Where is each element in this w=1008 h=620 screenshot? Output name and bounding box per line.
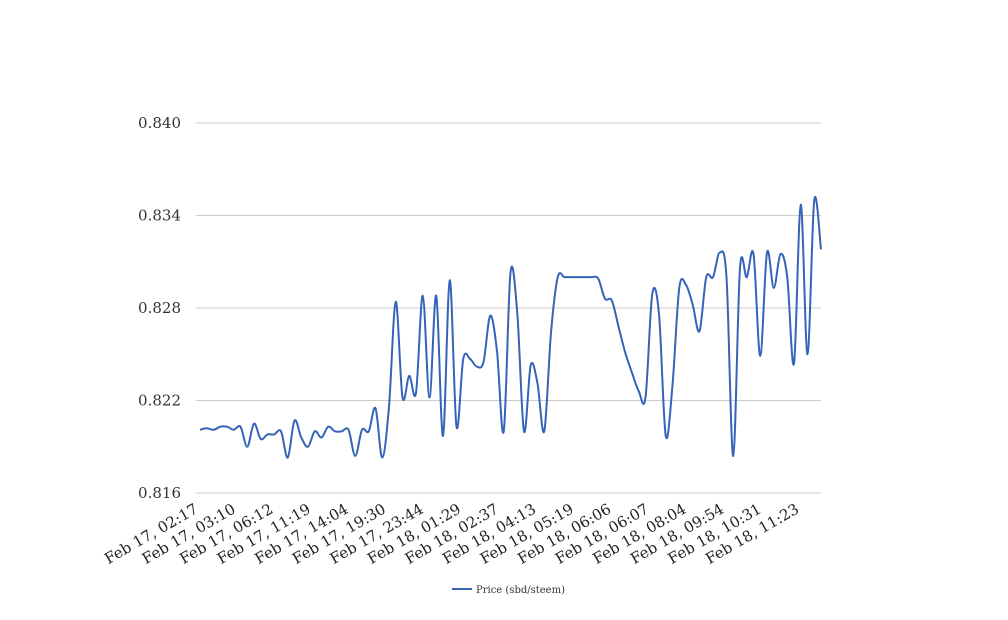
y-tick-label: 0.840 [138, 114, 181, 132]
y-tick-label: 0.828 [138, 299, 181, 317]
series-line-price [199, 195, 822, 459]
y-tick-label: 0.834 [138, 207, 181, 225]
y-tick-label: 0.822 [138, 392, 181, 410]
y-tick-label: 0.816 [138, 484, 181, 502]
legend: Price (sbd/steem) [452, 585, 565, 596]
series-layer [199, 195, 822, 459]
legend-label: Price (sbd/steem) [476, 585, 565, 596]
y-axis-ticks: 0.840 0.834 0.828 0.822 0.816 [138, 114, 181, 502]
